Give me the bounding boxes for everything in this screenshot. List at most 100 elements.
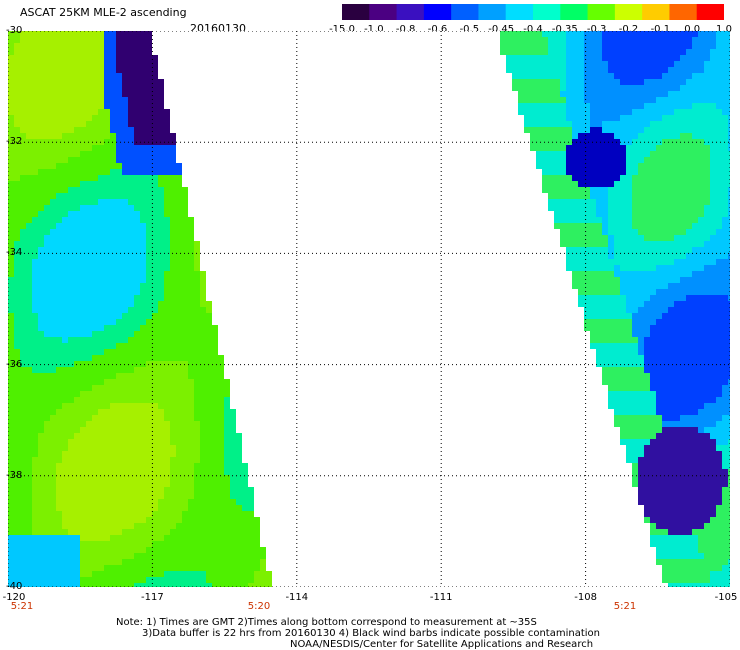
swath-cell — [128, 151, 134, 157]
swath-cell — [722, 517, 728, 523]
swath-cell — [614, 55, 620, 61]
swath-cell — [632, 427, 638, 433]
swath-cell — [110, 145, 116, 151]
swath-cell — [116, 67, 122, 73]
swath-cell — [146, 517, 152, 523]
swath-cell — [86, 31, 92, 37]
swath-cell — [620, 103, 626, 109]
swath-cell — [626, 277, 632, 283]
swath-cell — [710, 271, 716, 277]
swath-cell — [656, 379, 662, 385]
swath-cell — [50, 181, 56, 187]
swath-cell — [44, 475, 50, 481]
swath-cell — [164, 451, 170, 457]
swath-cell — [200, 415, 206, 421]
swath-cell — [92, 277, 98, 283]
swath-cell — [116, 217, 122, 223]
swath-cell — [152, 103, 158, 109]
swath-cell — [20, 271, 26, 277]
swath-cell — [206, 403, 212, 409]
swath-cell — [710, 265, 716, 271]
swath-cell — [614, 211, 620, 217]
swath-cell — [716, 427, 722, 433]
swath-cell — [206, 433, 212, 439]
swath-cell — [650, 241, 656, 247]
swath-cell — [620, 61, 626, 67]
swath-cell — [140, 211, 146, 217]
swath-cell — [98, 379, 104, 385]
swath-cell — [710, 433, 716, 439]
swath-cell — [80, 283, 86, 289]
swath-cell — [632, 343, 638, 349]
swath-cell — [116, 133, 122, 139]
swath-cell — [188, 463, 194, 469]
swath-cell — [38, 283, 44, 289]
swath-cell — [614, 319, 620, 325]
swath-cell — [620, 31, 626, 37]
swath-cell — [158, 289, 164, 295]
swath-cell — [632, 145, 638, 151]
swath-cell — [110, 433, 116, 439]
swath-cell — [98, 193, 104, 199]
swath-cell — [590, 73, 596, 79]
swath-cell — [158, 373, 164, 379]
swath-cell — [698, 43, 704, 49]
swath-cell — [14, 487, 20, 493]
swath-cell — [578, 271, 584, 277]
swath-cell — [170, 229, 176, 235]
swath-cell — [590, 199, 596, 205]
swath-cell — [680, 403, 686, 409]
swath-cell — [134, 265, 140, 271]
swath-cell — [686, 409, 692, 415]
swath-cell — [698, 175, 704, 181]
swath-cell — [644, 511, 650, 517]
swath-cell — [632, 349, 638, 355]
swath-cell — [56, 187, 62, 193]
swath-cell — [638, 223, 644, 229]
swath-cell — [200, 277, 206, 283]
swath-cell — [596, 187, 602, 193]
swath-cell — [104, 421, 110, 427]
swath-cell — [38, 481, 44, 487]
swath-cell — [626, 67, 632, 73]
swath-cell — [242, 511, 248, 517]
swath-cell — [536, 55, 542, 61]
swath-cell — [32, 115, 38, 121]
swath-cell — [176, 205, 182, 211]
swath-cell — [614, 91, 620, 97]
swath-cell — [86, 469, 92, 475]
swath-cell — [8, 307, 14, 313]
swath-cell — [710, 199, 716, 205]
swath-cell — [596, 133, 602, 139]
swath-cell — [662, 463, 668, 469]
swath-cell — [146, 145, 152, 151]
swath-cell — [104, 145, 110, 151]
swath-cell — [716, 229, 722, 235]
swath-cell — [128, 187, 134, 193]
swath-cell — [620, 265, 626, 271]
swath-cell — [584, 55, 590, 61]
swath-cell — [656, 277, 662, 283]
swath-cell — [632, 43, 638, 49]
swath-cell — [86, 157, 92, 163]
swath-cell — [68, 517, 74, 523]
swath-cell — [620, 241, 626, 247]
swath-cell — [170, 361, 176, 367]
swath-cell — [86, 205, 92, 211]
swath-cell — [722, 475, 728, 481]
swath-cell — [62, 313, 68, 319]
swath-cell — [662, 325, 668, 331]
swath-cell — [662, 385, 668, 391]
swath-cell — [548, 187, 554, 193]
swath-cell — [200, 499, 206, 505]
swath-cell — [86, 511, 92, 517]
swath-cell — [44, 169, 50, 175]
swath-cell — [68, 433, 74, 439]
swath-cell — [20, 133, 26, 139]
swath-cell — [572, 91, 578, 97]
swath-cell — [98, 403, 104, 409]
swath-cell — [26, 505, 32, 511]
swath-cell — [620, 211, 626, 217]
swath-cell — [44, 343, 50, 349]
swath-cell — [128, 349, 134, 355]
